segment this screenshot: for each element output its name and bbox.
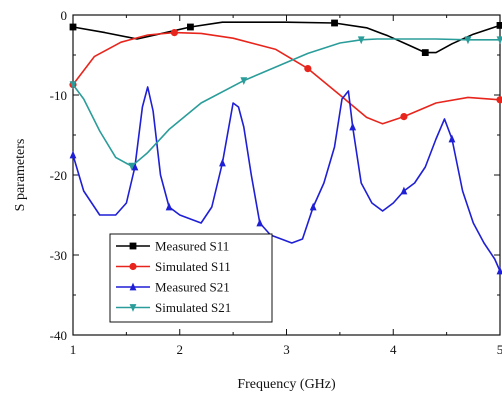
data-point (464, 36, 472, 45)
y-axis-label: S parameters (13, 139, 28, 212)
legend-item: Measured S21 (116, 280, 230, 295)
data-point (170, 28, 179, 37)
legend-marker (129, 304, 137, 312)
y-tick-label: -20 (50, 168, 67, 183)
data-point (69, 23, 77, 31)
series-line (72, 38, 500, 167)
y-tick-label: -10 (50, 88, 67, 103)
data-point (349, 122, 357, 131)
series-line (72, 31, 501, 125)
data-point (240, 77, 248, 85)
data-point (496, 36, 502, 45)
legend-label: Measured S21 (155, 280, 230, 295)
data-point (448, 134, 456, 143)
data-point (69, 150, 77, 159)
legend-label: Measured S11 (155, 239, 229, 254)
data-point (69, 81, 77, 89)
data-point (165, 202, 173, 211)
legend-item: Simulated S21 (116, 300, 231, 315)
data-point (496, 266, 502, 275)
data-point (187, 23, 194, 31)
axes-layer: 1 2 3 4 5 0 -10 -20 -30 -40 (50, 8, 502, 357)
data-point (131, 162, 139, 171)
legend-label: Simulated S21 (155, 300, 231, 315)
series-line (72, 86, 501, 272)
x-tick-label: 1 (70, 342, 77, 357)
x-tick-label: 3 (283, 342, 290, 357)
legend-item: Measured S11 (116, 239, 229, 254)
data-point (128, 162, 136, 171)
x-tick-label: 2 (177, 342, 184, 357)
legend: Measured S11 Simulated S11 Measured S21 Sim… (109, 233, 273, 323)
y-tick-label: 0 (61, 8, 68, 23)
data-point (331, 19, 338, 27)
data-point (400, 113, 408, 121)
series-simulated-s11 (69, 28, 502, 125)
series-simulated-s21 (69, 36, 502, 171)
x-axis-label: Frequency (GHz) (237, 377, 336, 392)
legend-marker (129, 262, 137, 271)
y-tick-label: -30 (50, 248, 67, 263)
legend-marker (129, 282, 137, 291)
data-point (357, 36, 365, 45)
data-point (304, 65, 312, 73)
data-point (256, 218, 264, 227)
data-point (219, 158, 226, 167)
legend-marker (129, 242, 137, 250)
data-point (496, 96, 502, 104)
data-point (309, 202, 317, 211)
series-layer (69, 19, 502, 275)
series-measured-s21 (69, 86, 502, 275)
data-point (421, 49, 429, 56)
data-point (496, 22, 502, 29)
legend-item: Simulated S11 (116, 259, 231, 274)
x-tick-label: 5 (497, 342, 502, 357)
data-point (400, 186, 408, 195)
x-tick-label: 4 (390, 342, 397, 357)
y-tick-label: -40 (50, 328, 67, 343)
legend-label: Simulated S11 (155, 259, 231, 274)
